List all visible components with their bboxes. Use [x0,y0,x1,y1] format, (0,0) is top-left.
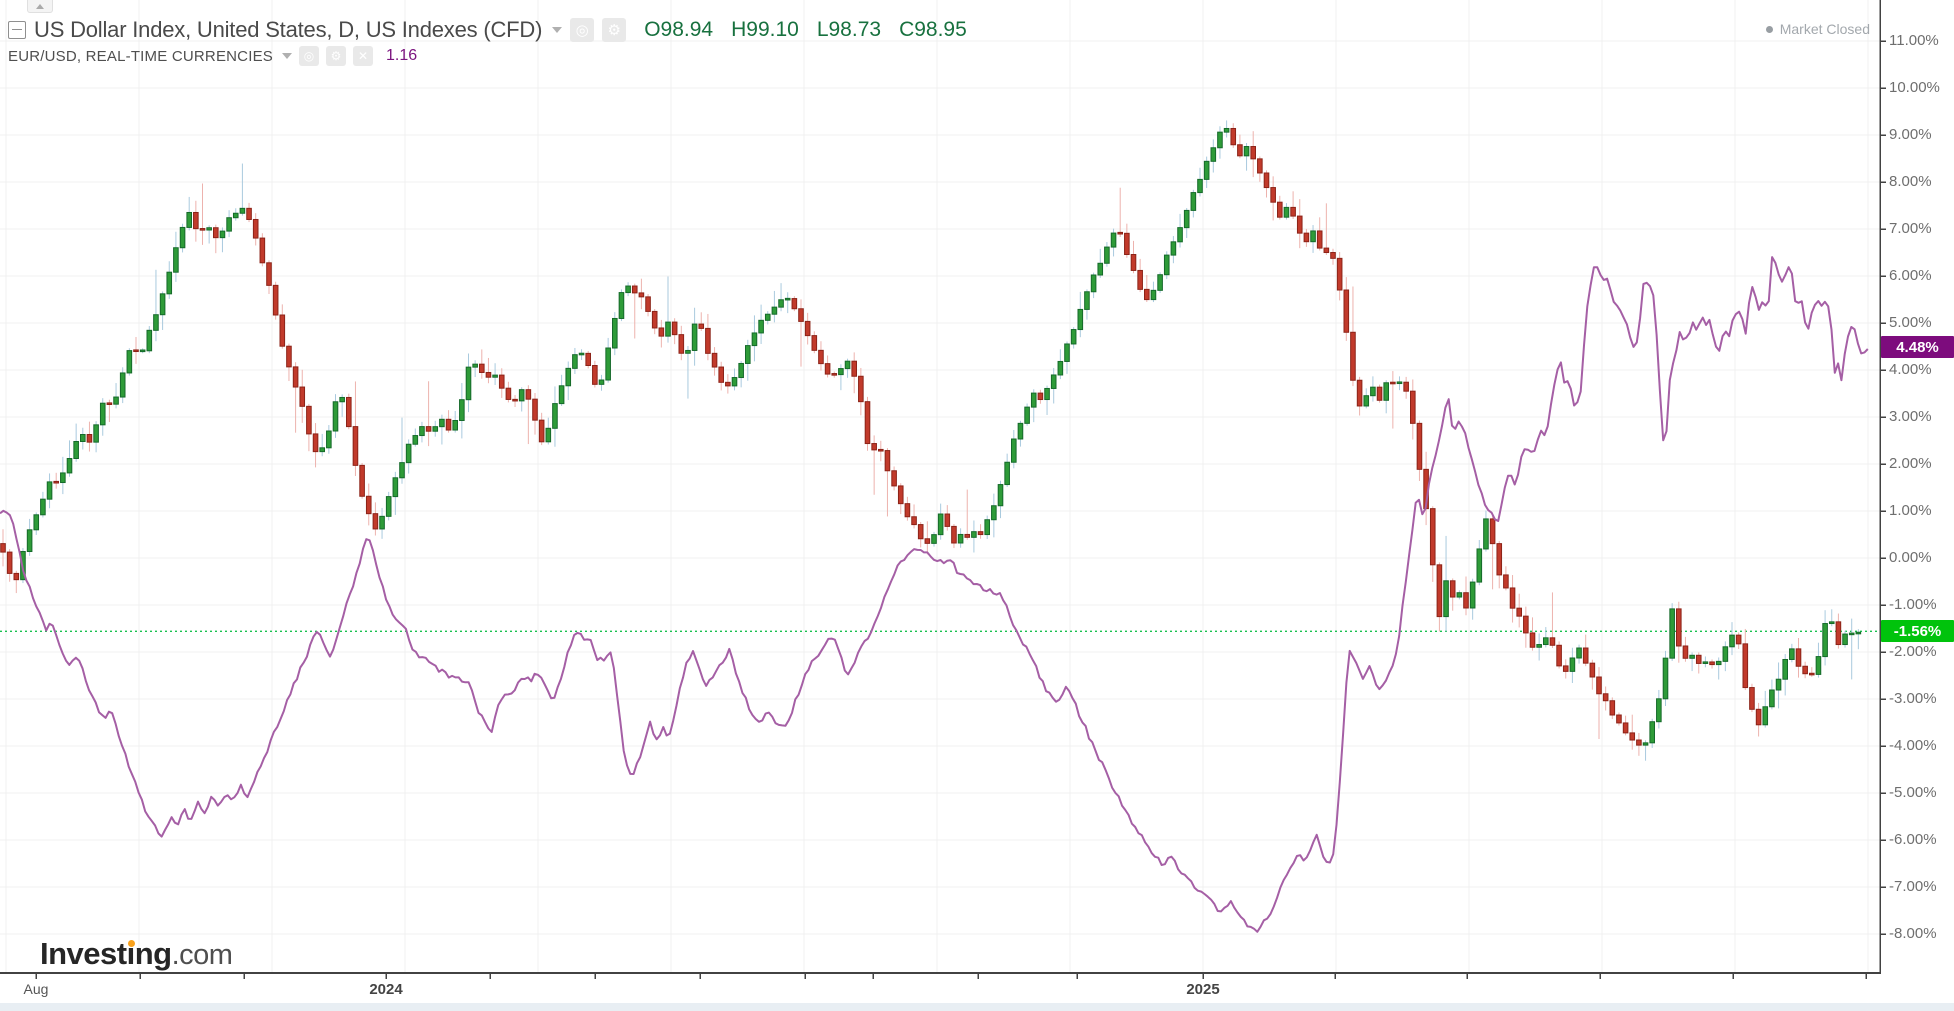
collapse-legend-icon[interactable] [8,21,26,39]
close-value: C98.95 [899,18,967,41]
price-axis-label: -5.00% [1889,784,1937,801]
close-icon[interactable]: ✕ [353,46,373,66]
time-axis-label: 2024 [369,981,403,998]
time-axis-label: Aug [23,981,49,997]
high-value: H99.10 [731,18,799,41]
price-axis-label: 4.00% [1889,361,1932,378]
symbol-title[interactable]: US Dollar Index, United States, D, US In… [34,17,543,42]
chevron-down-icon[interactable] [552,27,563,33]
circle-dot-icon[interactable]: ◎ [299,46,319,66]
price-axis-label: -4.00% [1889,737,1937,754]
price-axis-label: -2.00% [1889,643,1937,660]
window-bottom-edge [0,1003,1954,1011]
overlay-value: 1.16 [386,47,418,64]
price-axis-label: 5.00% [1889,314,1932,331]
low-value: L98.73 [816,18,882,41]
overlay-symbol-row: EUR/USD, REAL-TIME CURRENCIES ◎ ⚙ ✕ 1.16 [8,46,417,66]
price-axis-label: 9.00% [1889,126,1932,143]
investing-logo[interactable]: Investing.com [40,936,233,972]
ohlc-values: O98.94 H99.10 L98.73 C98.95 [644,18,967,42]
price-axis-label: 10.00% [1889,79,1940,96]
logo-text: Investing [40,936,172,971]
price-axis-label: 8.00% [1889,173,1932,190]
gear-icon[interactable]: ⚙ [326,46,346,66]
market-status-label: Market Closed [1779,21,1870,37]
time-axis-label: 2025 [1186,981,1220,998]
circle-dot-icon[interactable]: ◎ [570,18,595,42]
price-axis-label: -7.00% [1889,878,1937,895]
price-axis-label: -6.00% [1889,831,1937,848]
price-axis-label: 0.00% [1889,549,1932,566]
logo-orange-dot-icon [128,940,135,947]
price-axis-label: 6.00% [1889,267,1932,284]
price-axis-label: 1.00% [1889,502,1932,519]
price-axis-label: 3.00% [1889,408,1932,425]
logo-suffix: .com [171,939,233,971]
gear-icon[interactable]: ⚙ [602,18,627,42]
price-axis-label: 7.00% [1889,220,1932,237]
collapse-panel-tab[interactable] [27,0,53,13]
status-dot-icon [1765,25,1773,33]
overlay-symbol-title[interactable]: EUR/USD, REAL-TIME CURRENCIES [8,47,273,65]
main-symbol-row: US Dollar Index, United States, D, US In… [8,17,967,43]
price-axis-label: 11.00% [1889,32,1939,49]
chevron-down-icon[interactable] [282,53,292,59]
open-value: O98.94 [644,18,714,41]
price-axis-label: -3.00% [1889,690,1937,707]
eurusd-price-badge: 4.48% [1881,336,1954,359]
market-status: Market Closed [1765,21,1870,37]
price-axis-label: -8.00% [1889,925,1937,942]
price-axis-label: -1.00% [1889,596,1937,613]
dxy-price-badge: -1.56% [1881,620,1954,643]
price-axis-label: 2.00% [1889,455,1932,472]
